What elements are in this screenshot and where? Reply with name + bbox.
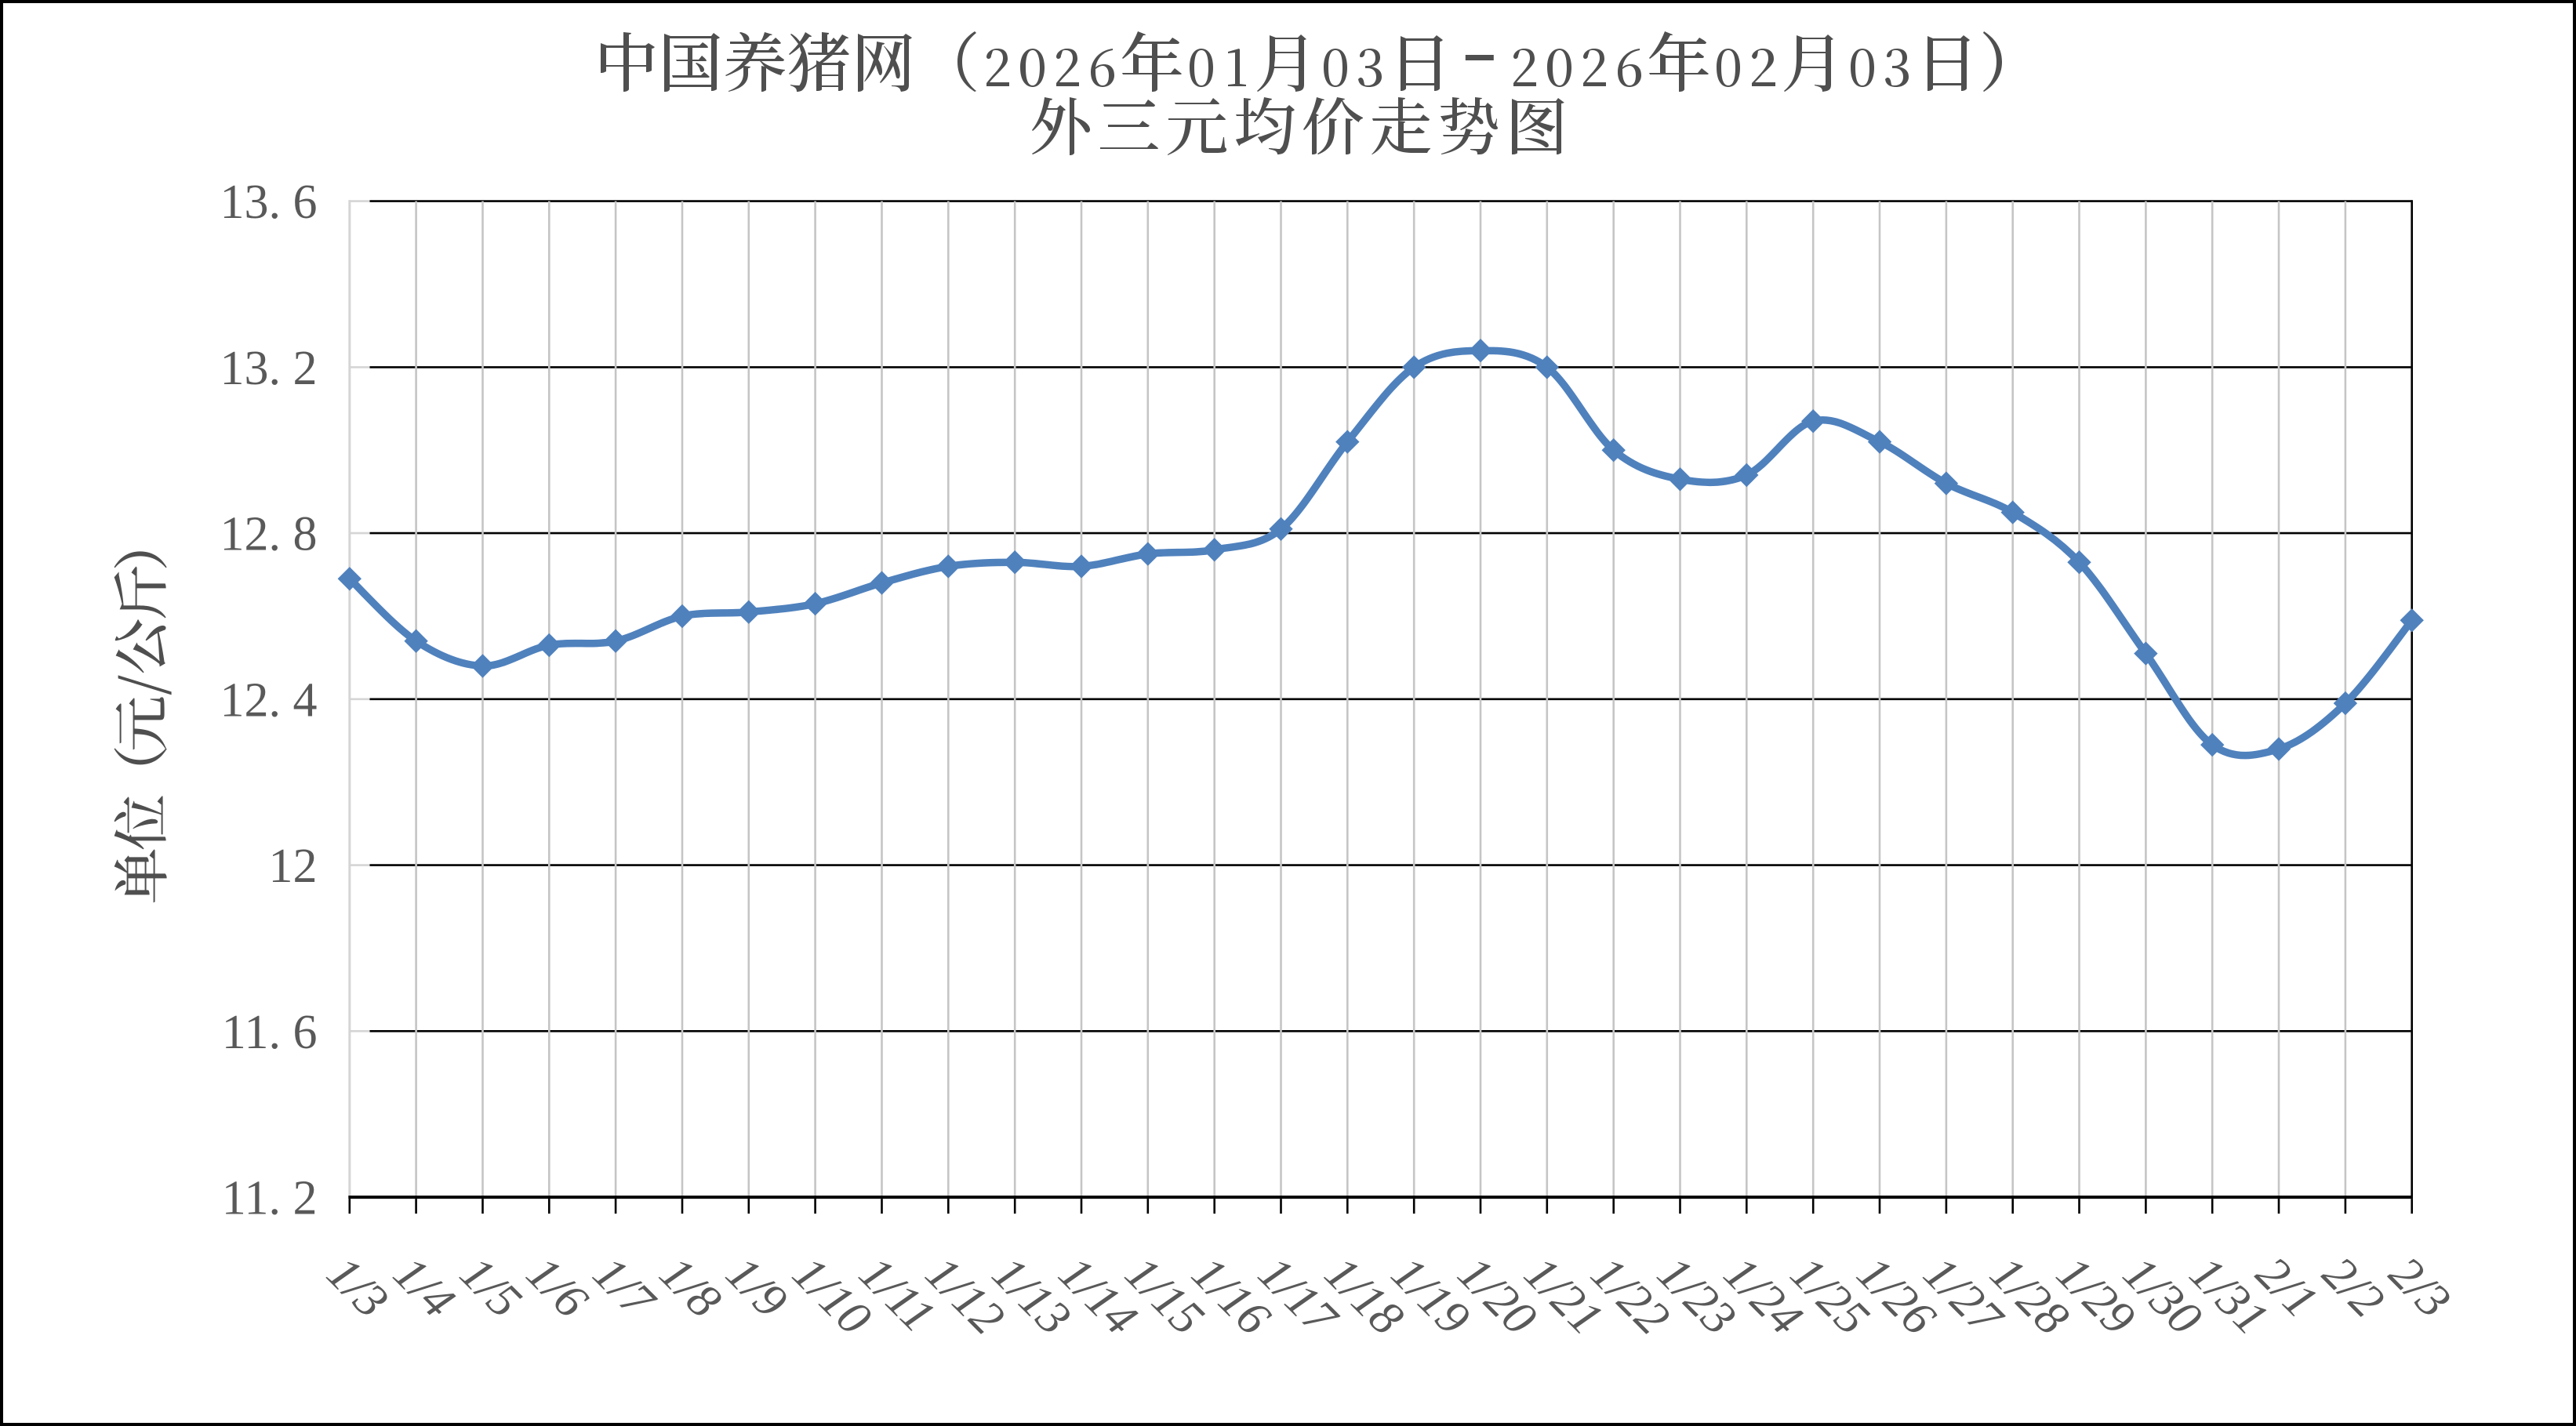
data-point-marker-1/14 [1069,554,1094,579]
chart-title-line2-path [1032,97,1564,155]
data-point-marker-1/27 [1934,471,1959,495]
series-line [346,347,2416,760]
x-tick-label: 1/5 [450,1246,532,1328]
data-point-marker-1/6 [537,633,561,658]
data-point-marker-1/10 [803,591,827,616]
x-tick-label: 1/8 [649,1246,731,1328]
y-tick-label: 11. 2 [222,1172,318,1225]
data-point-marker-1/16 [1202,538,1226,562]
data-point-marker-1/3 [337,567,362,591]
data-point-marker-1/9 [736,600,761,624]
y-tick-label: 12. 4 [220,673,318,727]
data-point-marker-1/29 [2067,550,2091,575]
x-tick-label: 1/9 [716,1246,798,1328]
data-point-marker-1/11 [870,571,894,595]
y-tick-label: 11. 6 [222,1006,318,1059]
data-point-marker-1/31 [2200,732,2225,757]
data-point-marker-1/24 [1735,463,1759,488]
y-axis-title [114,551,172,903]
data-point-marker-2/1 [2266,737,2291,761]
y-tick-label: 12. 8 [220,508,318,561]
y-axis-title-path [114,551,172,903]
y-tick-label: 12 [269,840,318,893]
data-point-marker-1/19 [1402,355,1426,379]
data-point-marker-1/8 [670,604,695,629]
data-point-marker-1/28 [2000,500,2025,524]
vertical-category-gridlines [348,201,2413,1198]
y-tick-label: 13. 6 [220,176,318,229]
horizontal-major-gridlines [349,200,2412,1199]
x-tick-label: 2/2 [2313,1246,2394,1328]
chart-title [601,31,2002,155]
data-point-marker-1/15 [1135,542,1160,566]
data-point-marker-2/2 [2333,691,2358,716]
data-point-marker-1/20 [1468,339,1493,363]
data-point-marker-1/23 [1668,467,1692,492]
data-point-marker-1/26 [1867,430,1892,454]
x-tick-label: 1/6 [516,1246,598,1328]
data-point-marker-1/13 [1003,550,1027,575]
price-series [337,339,2424,761]
data-point-marker-1/4 [404,629,428,653]
data-point-marker-1/5 [471,654,495,678]
y-axis-tick-labels: 13. 6 13. 2 12. 8 12. 4 12 11. 6 11. 2 [220,176,318,1225]
axis-lines-and-ticks [348,200,2413,1214]
x-tick-label: 1/3 [317,1246,398,1328]
data-point-marker-1/25 [1801,409,1826,434]
data-point-marker-1/17 [1269,517,1293,541]
data-point-marker-1/21 [1535,355,1559,379]
data-point-marker-1/18 [1335,430,1360,454]
data-point-marker-2/3 [2400,608,2424,633]
data-point-marker-1/22 [1601,438,1626,463]
x-axis-tick-labels: 1/31/41/51/61/71/81/91/101/111/121/131/1… [317,1246,2461,1347]
x-tick-label: 2/3 [2379,1246,2461,1328]
x-tick-label: 1/4 [383,1246,465,1328]
data-point-marker-1/12 [936,554,961,579]
data-point-marker-1/30 [2134,641,2158,666]
chart-title-line1-path [601,31,2002,92]
y-tick-label: 13. 2 [220,342,318,395]
data-point-marker-1/7 [603,629,628,653]
